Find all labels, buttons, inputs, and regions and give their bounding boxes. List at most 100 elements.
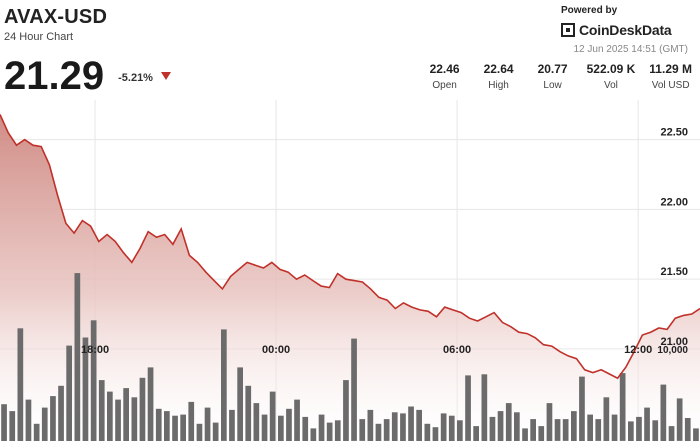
stat-value: 11.29 M: [649, 62, 692, 76]
stat-value: 20.77: [537, 62, 568, 76]
stat-vol-usd: 11.29 M Vol USD: [649, 62, 692, 91]
volume-bar: [619, 373, 626, 441]
volume-bars: [1, 273, 699, 441]
volume-bar: [587, 414, 593, 441]
brand: Powered by CoinDeskData: [561, 5, 672, 38]
ticker-symbol: AVAX-USD: [4, 6, 108, 28]
volume-bar: [318, 414, 325, 441]
volume-bar: [25, 399, 32, 441]
stat-low: 20.77 Low: [533, 62, 573, 91]
volume-bar: [115, 399, 121, 441]
volume-bar: [408, 406, 414, 441]
volume-bar: [668, 426, 675, 441]
volume-bar: [440, 413, 447, 441]
volume-bar: [17, 328, 24, 441]
volume-bar: [514, 412, 520, 441]
stats-row: 22.46 Open 22.64 High 20.77 Low 522.09 K…: [411, 62, 692, 91]
price-change: -5.21%: [118, 72, 153, 84]
volume-bar: [595, 419, 602, 441]
volume-bar: [416, 409, 422, 441]
volume-bar: [351, 338, 357, 441]
volume-bar: [644, 407, 650, 441]
volume-bar: [457, 420, 463, 441]
volume-bar: [334, 420, 341, 441]
price-area: [0, 114, 700, 441]
volume-bar: [139, 377, 146, 441]
volume-bar: [261, 414, 268, 441]
volume-bar: [188, 401, 195, 441]
volume-bar: [497, 411, 504, 441]
volume-bar: [400, 413, 406, 441]
volume-bar: [522, 428, 528, 441]
x-tick-label: 00:00: [262, 344, 290, 356]
volume-bar: [286, 408, 292, 441]
volume-bar: [676, 398, 683, 441]
stat-label: Vol: [603, 80, 618, 91]
volume-bar: [180, 414, 186, 441]
volume-bar: [253, 403, 260, 441]
volume-bar: [562, 419, 569, 441]
volume-bar: [448, 415, 455, 441]
stat-value: 22.64: [483, 62, 514, 76]
stat-value: 22.46: [429, 62, 460, 76]
volume-tick-label: 10,000: [657, 345, 688, 356]
volume-bar: [9, 411, 16, 441]
volume-bar: [82, 337, 89, 441]
volume-bar: [221, 329, 227, 441]
x-tick-label: 12:00: [624, 344, 652, 356]
volume-bar: [554, 419, 561, 441]
volume-bar: [693, 428, 699, 441]
volume-bar: [107, 391, 113, 441]
y-tick-label: 21.50: [660, 266, 688, 278]
volume-bar: [58, 385, 64, 441]
volume-bar: [391, 412, 398, 441]
coindesk-logo-icon: [561, 23, 575, 37]
volume-bar: [636, 416, 642, 441]
volume-bar: [432, 427, 439, 441]
volume-bar: [611, 414, 618, 441]
volume-bar: [310, 428, 317, 441]
stat-vol: 522.09 K Vol: [587, 62, 636, 91]
volume-bar: [302, 416, 309, 441]
volume-bar: [424, 423, 431, 441]
volume-bar: [123, 388, 129, 441]
stat-label: Vol USD: [651, 80, 690, 91]
stat-label: High: [488, 80, 509, 91]
volume-bar: [41, 407, 48, 441]
stat-high: 22.64 High: [479, 62, 519, 91]
volume-bar: [237, 367, 243, 441]
stat-open: 22.46 Open: [425, 62, 465, 91]
price-line: [0, 114, 700, 380]
volume-bar: [571, 411, 577, 441]
volume-bar: [164, 411, 170, 441]
chart-subtitle: 24 Hour Chart: [4, 31, 74, 43]
volume-bar: [229, 409, 235, 441]
x-axis-ticks: 18:00 00:00 06:00 12:00: [81, 344, 652, 356]
volume-bar: [546, 403, 553, 441]
volume-bar: [172, 415, 178, 441]
current-price: 21.29: [4, 54, 105, 98]
volume-bar: [278, 415, 284, 441]
volume-bar: [131, 397, 138, 441]
volume-bar: [1, 404, 7, 441]
x-tick-label: 06:00: [443, 344, 471, 356]
volume-bar: [66, 345, 72, 441]
volume-bar: [50, 396, 56, 441]
volume-bar: [684, 418, 691, 441]
volume-bar: [603, 397, 610, 441]
stat-label: Low: [543, 80, 562, 91]
volume-bar: [326, 422, 333, 441]
volume-bar: [383, 419, 390, 441]
y-axis-ticks: 22.50 22.00 21.50 21.00: [660, 127, 688, 348]
volume-bar: [505, 403, 512, 441]
volume-bar: [579, 376, 585, 441]
volume-bar: [473, 426, 479, 441]
volume-bar: [33, 423, 40, 441]
volume-bar: [628, 421, 634, 441]
volume-bar: [489, 416, 496, 441]
brand-name: CoinDeskData: [579, 22, 672, 38]
y-tick-label: 21.00: [660, 336, 688, 348]
volume-bar: [245, 385, 252, 441]
volume-bar: [343, 380, 349, 441]
